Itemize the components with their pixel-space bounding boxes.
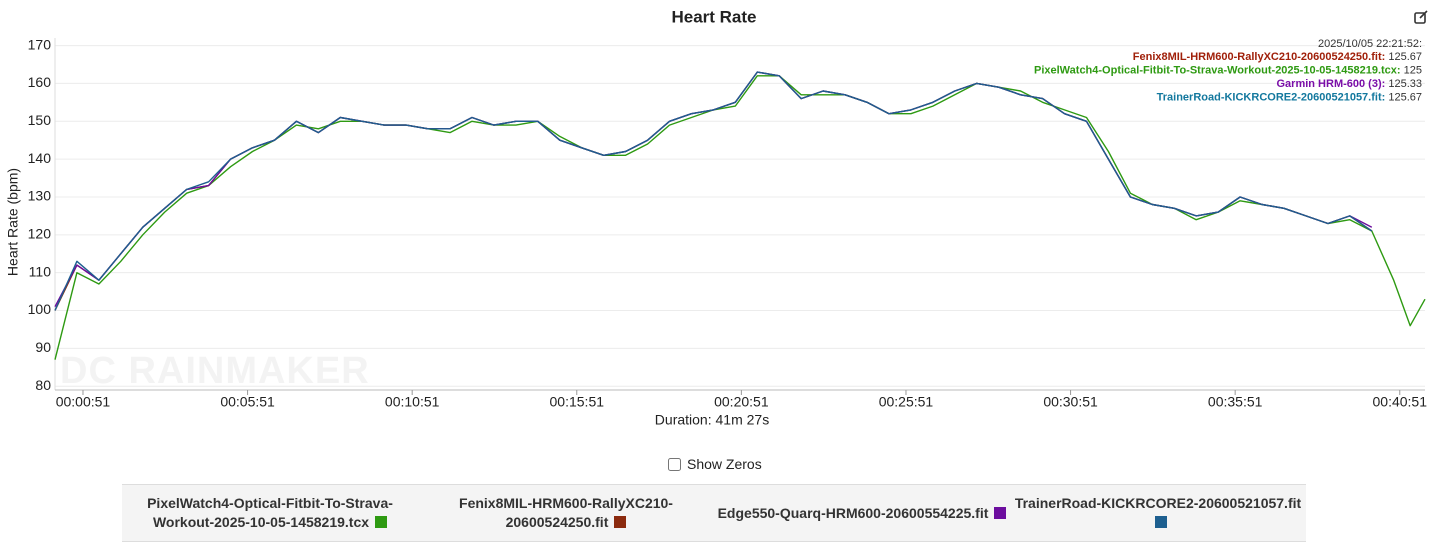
legend-label: Fenix8MIL-HRM600-RallyXC210-20600524250.… [459, 495, 673, 530]
watermark: DC RAINMAKER [60, 350, 370, 392]
y-tick-label: 110 [29, 263, 52, 279]
legend-label: Edge550-Quarq-HRM600-20600554225.fit [717, 504, 989, 521]
x-tick-label: 00:05:51 [220, 394, 275, 410]
y-tick-label: 90 [35, 339, 51, 355]
y-tick-label: 140 [28, 150, 52, 166]
legend-item[interactable]: Edge550-Quarq-HRM600-20600554225.fit [717, 504, 1007, 523]
legend-swatch [375, 516, 388, 528]
legend-swatch [614, 516, 627, 528]
x-axis-label: Duration: 41m 27s [655, 412, 769, 428]
tooltip-value: 125.67 [1388, 51, 1422, 63]
legend-item[interactable]: Fenix8MIL-HRM600-RallyXC210-20600524250.… [421, 494, 711, 532]
legend-label: PixelWatch4-Optical-Fitbit-To-Strava-Wor… [147, 495, 393, 530]
x-tick-label: 00:10:51 [385, 394, 440, 410]
chart: Heart Rate Heart Rate (bpm) Duration: 41… [5, 7, 1428, 428]
x-tick-label: 00:40:51 [1373, 394, 1428, 410]
legend-label: TrainerRoad-KICKRCORE2-20600521057.fit [1014, 495, 1302, 511]
series-line [54, 71, 1373, 311]
tooltip-name: PixelWatch4-Optical-Fitbit-To-Strava-Wor… [1034, 64, 1401, 76]
legend: PixelWatch4-Optical-Fitbit-To-Strava-Wor… [122, 484, 1306, 542]
y-tick-label: 130 [28, 188, 52, 204]
y-tick-label: 80 [35, 377, 51, 393]
tooltip-entry: PixelWatch4-Optical-Fitbit-To-Strava-Wor… [1034, 64, 1422, 76]
series-line [54, 75, 1426, 360]
legend-swatch [1155, 516, 1167, 528]
y-tick-label: 150 [28, 112, 52, 128]
tooltip-entry: Fenix8MIL-HRM600-RallyXC210-20600524250.… [1133, 51, 1422, 63]
edit-icon[interactable] [1414, 10, 1428, 24]
tooltip-value: 125 [1404, 64, 1422, 76]
tooltip-entry: Garmin HRM-600 (3): 125.33 [1276, 78, 1422, 90]
tooltip-value: 125.33 [1388, 78, 1422, 90]
tooltip-name: Fenix8MIL-HRM600-RallyXC210-20600524250.… [1133, 51, 1386, 63]
legend-item[interactable]: PixelWatch4-Optical-Fitbit-To-Strava-Wor… [125, 494, 415, 532]
x-tick-label: 00:00:51 [56, 394, 111, 410]
series-line [54, 71, 1373, 308]
tooltip-value: 125.67 [1388, 91, 1422, 103]
show-zeros-label: Show Zeros [687, 456, 762, 472]
chart-title: Heart Rate [671, 7, 756, 26]
x-tick-label: 00:30:51 [1043, 394, 1098, 410]
tooltip-name: Garmin HRM-600 (3): [1276, 78, 1385, 90]
show-zeros[interactable]: Show Zeros [668, 456, 762, 472]
tooltip-entry: TrainerRoad-KICKRCORE2-20600521057.fit: … [1157, 91, 1422, 103]
legend-swatch [994, 506, 1007, 519]
x-tick-label: 00:35:51 [1208, 394, 1263, 410]
legend-item[interactable]: TrainerRoad-KICKRCORE2-20600521057.fit [1013, 494, 1303, 532]
show-zeros-checkbox[interactable] [668, 457, 681, 471]
y-tick-label: 120 [28, 226, 52, 242]
y-tick-label: 100 [28, 301, 52, 317]
y-tick-label: 160 [28, 74, 52, 90]
y-axis-label: Heart Rate (bpm) [5, 168, 21, 276]
tooltip-time: 2025/10/05 22:21:52: [1318, 38, 1422, 50]
series-line [54, 71, 1373, 311]
x-tick-label: 00:20:51 [714, 394, 769, 410]
tooltip-name: TrainerRoad-KICKRCORE2-20600521057.fit: [1157, 91, 1386, 103]
x-tick-label: 00:25:51 [879, 394, 934, 410]
y-tick-label: 170 [28, 36, 52, 52]
x-tick-label: 00:15:51 [550, 394, 605, 410]
